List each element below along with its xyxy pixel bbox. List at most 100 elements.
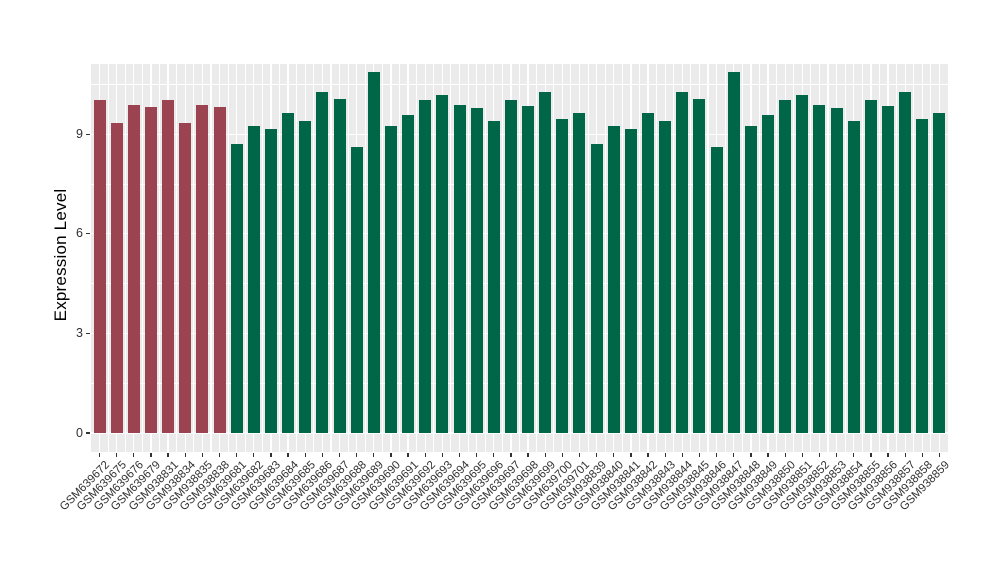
gridline-vertical-minor [381,64,383,452]
gridline-vertical-minor [913,64,915,452]
bar-GSM639700 [556,118,569,433]
bar-GSM938853 [830,107,843,433]
x-axis-tick [321,452,324,457]
y-tick-label: 3 [76,325,83,340]
gridline-vertical-minor [450,64,452,452]
bar-GSM639697 [504,100,517,433]
x-axis-tick [150,452,152,457]
gridline-vertical-minor [690,64,692,452]
bar-GSM938854 [847,120,860,433]
x-axis-tick [561,452,563,457]
x-axis-tick [133,452,135,457]
bar-GSM639686 [316,92,329,433]
gridline-vertical-minor [656,64,658,452]
x-axis-tick [510,452,512,457]
gridline-vertical-minor [261,64,263,452]
bar-GSM938858 [916,118,929,433]
gridline-vertical-minor [604,64,606,452]
gridline-vertical-minor [416,64,418,452]
bar-GSM938840 [607,125,620,433]
bar-GSM639684 [282,113,295,433]
gridline-vertical-minor [141,64,143,452]
gridline-vertical-minor [278,64,281,452]
gridline-vertical-minor [330,64,332,452]
bar-GSM639679 [144,107,157,433]
x-axis-tick [681,452,683,457]
x-axis-tick [904,452,906,457]
gridline-vertical-minor [398,64,401,452]
gridline-vertical-minor [484,64,486,452]
gridline-vertical-minor [570,64,572,452]
x-axis-tick [938,452,941,457]
gridline-vertical-minor [467,64,469,452]
x-axis-tick [493,452,495,457]
x-axis-tick [595,452,598,457]
gridline-vertical-minor [176,64,178,452]
gridline-vertical-minor [844,64,846,452]
gridline-vertical-minor [827,64,829,452]
bar-GSM938850 [779,100,792,433]
x-axis-tick [733,452,735,457]
gridline-vertical-minor [707,64,709,452]
gridline-vertical-minor [193,64,195,452]
bar-GSM938842 [642,113,655,433]
gridline-vertical-minor [347,64,349,452]
y-axis-tick [86,332,90,335]
bar-GSM938834 [179,122,192,433]
gridline-vertical-minor [296,64,298,452]
bar-GSM938844 [676,92,689,433]
bar-GSM639682 [247,125,260,433]
bar-GSM639701 [573,112,586,433]
gridline-vertical-minor [587,64,589,452]
bar-GSM639692 [419,100,432,433]
bar-GSM639683 [264,129,277,433]
y-axis-title: Expression Level [51,188,70,322]
bar-GSM639694 [453,104,466,433]
bar-GSM938835 [196,104,209,433]
gridline-vertical-minor [433,64,435,452]
gridline-vertical-minor [758,64,760,452]
x-axis-tick [544,452,546,457]
x-axis-tick [750,452,752,457]
gridline-vertical-minor [107,64,109,452]
x-axis-tick [373,452,375,457]
x-axis-tick [715,452,718,457]
gridline-vertical-minor [553,64,555,452]
x-axis-tick [116,452,118,457]
gridline-vertical-minor [501,64,503,452]
x-axis-tick [458,452,461,457]
gridline-vertical-minor [124,64,126,452]
x-axis-tick [338,452,341,457]
x-axis-tick [870,452,872,457]
bar-GSM639698 [522,105,535,433]
y-axis-tick [86,233,90,235]
bar-GSM639696 [487,120,500,433]
x-axis-tick [390,452,392,457]
bar-GSM639693 [436,95,449,433]
bar-GSM639681 [230,144,243,433]
x-axis-tick [407,452,409,457]
x-axis-tick [236,452,238,457]
x-axis-tick [98,452,101,457]
x-axis-tick [818,452,821,457]
gridline-vertical-minor [861,64,863,452]
bar-GSM938831 [162,100,175,433]
bar-GSM938859 [933,112,946,433]
gridline-vertical-minor [518,64,521,452]
gridline-vertical-minor [810,64,812,452]
gridline-vertical-minor [621,64,623,452]
x-axis-tick [218,452,221,457]
bar-GSM938851 [796,95,809,433]
plot-panel [91,64,948,452]
bar-GSM938838 [213,107,226,433]
bar-GSM639675 [110,122,123,433]
x-axis-tick [853,452,855,457]
bar-GSM938848 [744,126,757,433]
x-axis-tick [698,452,701,457]
x-axis-tick [356,452,358,457]
gridline-vertical-minor [313,64,315,452]
x-axis-tick [304,452,306,457]
bar-GSM938852 [813,104,826,433]
bar-GSM639699 [539,91,552,433]
gridline-vertical-minor [741,64,743,452]
